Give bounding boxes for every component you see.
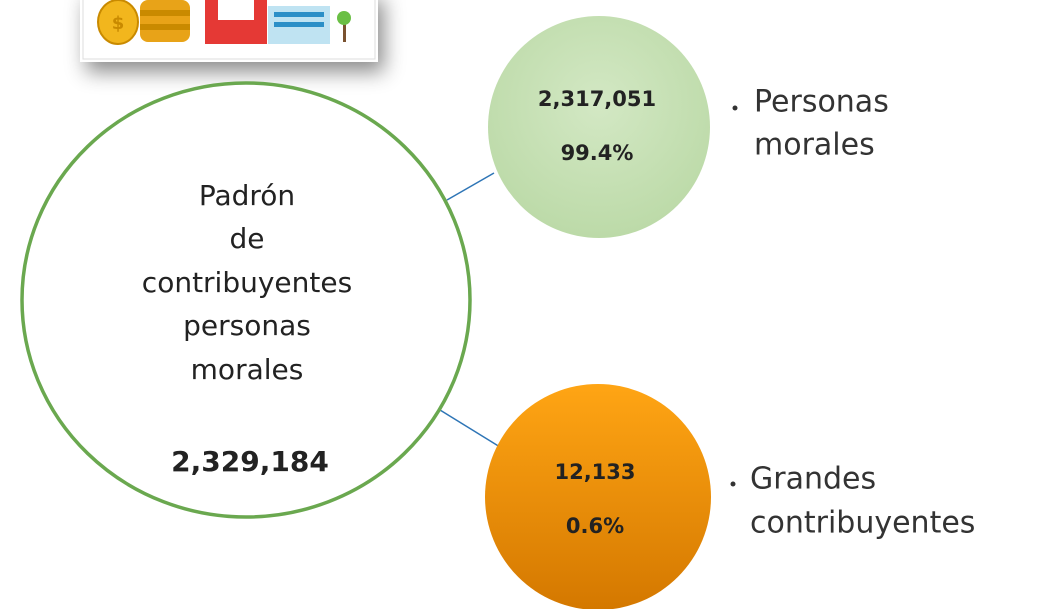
- connector: [440, 410, 500, 447]
- node-percent: 0.6%: [566, 514, 624, 538]
- main-title: Padrón: [199, 179, 295, 212]
- main-title: contribuyentes: [142, 266, 352, 299]
- icon: $: [80, 0, 378, 62]
- main-title: personas: [183, 309, 311, 342]
- svg-text:$: $: [112, 13, 125, 34]
- node-circle: [485, 384, 711, 609]
- node-label: Personas: [754, 85, 889, 120]
- node-label: contribuyentes: [750, 506, 975, 541]
- node-percent: 99.4%: [561, 141, 634, 165]
- node-label: morales: [754, 128, 875, 163]
- node-value: 12,133: [554, 460, 635, 484]
- main-title: morales: [191, 353, 304, 386]
- node-circle: [488, 16, 710, 238]
- diagram: $ Padrón de contribuyentes personas mora…: [0, 0, 1038, 609]
- page: $ Padrón de contribuyentes personas mora…: [0, 0, 1038, 609]
- main-total: 2,329,184: [171, 445, 329, 478]
- node-label: Grandes: [750, 462, 876, 497]
- node-value: 2,317,051: [538, 87, 656, 111]
- connector: [447, 173, 494, 200]
- bullet: [731, 482, 736, 487]
- main-title: de: [230, 222, 265, 255]
- bullet: [733, 106, 738, 111]
